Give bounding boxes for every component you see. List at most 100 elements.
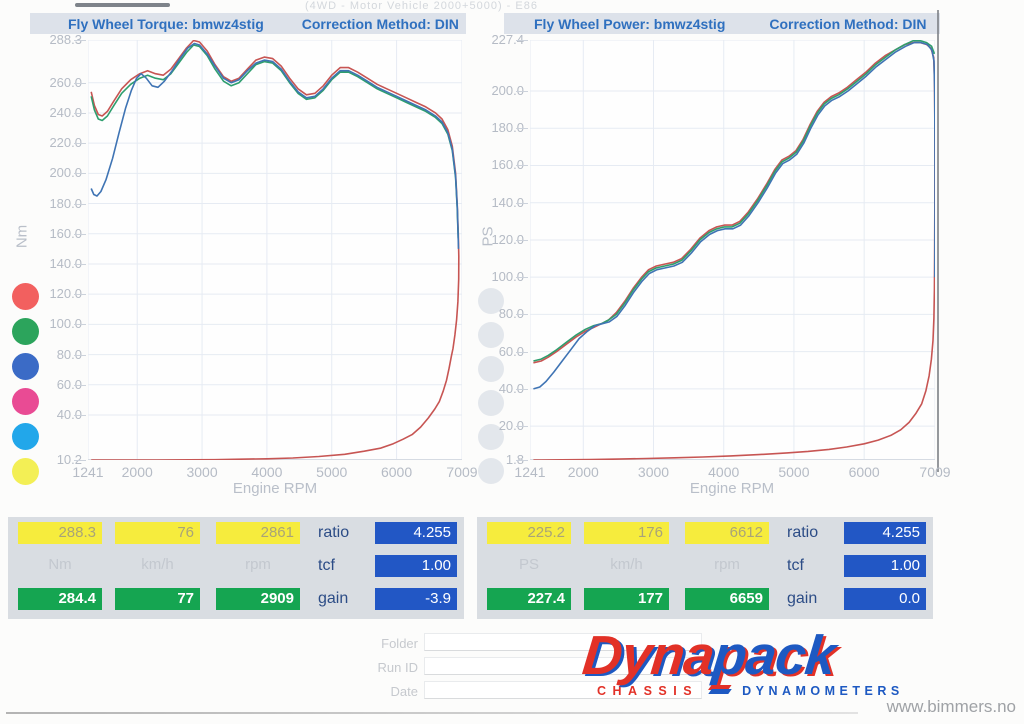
- rpm-unit-label: rpm: [245, 556, 271, 573]
- y-tick-mark: [74, 82, 86, 84]
- run-legend-dot: [12, 423, 39, 450]
- power-peak-speed-cell: 176: [584, 522, 669, 544]
- power-final-value-cell: 227.4: [487, 588, 571, 610]
- power-results-table: 225.2 176 6612 PS km/h rpm 227.4 177 665…: [477, 517, 933, 619]
- speed-unit-label: km/h: [141, 556, 174, 573]
- x-tick-label: 2000: [121, 464, 153, 480]
- folder-field: [424, 633, 702, 651]
- gain-value-cell: -3.9: [375, 588, 457, 610]
- gain-label: gain: [318, 590, 349, 607]
- y-tick-label: 1.8: [505, 452, 524, 467]
- dynapack-logo: Dynapack CHASSIS DYNAMOMETERS: [580, 624, 922, 698]
- tcf-value-cell: 1.00: [375, 555, 457, 577]
- ratio-label: ratio: [787, 524, 819, 541]
- torque-peak-rpm-cell: 2861: [216, 522, 300, 544]
- torque-peak-speed-cell: 76: [115, 522, 200, 544]
- y-tick-label: 160.0: [49, 225, 82, 241]
- torque-final-value-cell: 284.4: [18, 588, 102, 610]
- torque-run-red-with-return-sweep: [90, 39, 460, 461]
- run-legend-dot: [12, 318, 39, 345]
- y-tick-label: 100.0: [491, 269, 524, 285]
- y-tick-mark: [74, 354, 86, 356]
- power-unit-label: PS: [518, 556, 539, 573]
- y-tick-mark: [74, 263, 86, 265]
- ghost-legend-dot: [478, 390, 504, 416]
- y-tick-mark: [74, 173, 86, 175]
- x-tick-label: 5000: [778, 464, 810, 480]
- torque-chart-title: Fly Wheel Torque: bmwz4stig: [68, 15, 264, 32]
- power-run-red-with-return-sweep: [533, 41, 936, 461]
- speed-unit-label: km/h: [610, 556, 643, 573]
- run-id-field: [424, 657, 702, 675]
- power-run-blue: [533, 41, 936, 390]
- ghost-legend-dot: [478, 288, 504, 314]
- dynapack-wordmark: Dynapack: [580, 624, 922, 686]
- y-tick-mark: [74, 294, 86, 296]
- power-x-axis-label: Engine RPM: [689, 480, 775, 497]
- y-tick-label: 80.0: [56, 346, 82, 362]
- logo-slash-icon: [708, 688, 732, 694]
- scan-faint-header-text: (4WD - Motor Vehicle 2000+5000) - E86: [305, 0, 538, 12]
- power-chart-title: Fly Wheel Power: bmwz4stig: [534, 15, 726, 32]
- tcf-label: tcf: [318, 557, 335, 574]
- flywheel-power-svg: [529, 39, 936, 461]
- power-final-speed-cell: 177: [584, 588, 669, 610]
- logo-word-pack: pack: [710, 624, 839, 686]
- y-tick-mark: [516, 239, 528, 241]
- y-tick-label: 200.0: [491, 83, 524, 98]
- y-tick-label: 20.0: [498, 418, 524, 434]
- torque-final-speed-cell: 77: [115, 588, 200, 610]
- rpm-unit-label: rpm: [714, 556, 740, 573]
- ghost-legend-dot: [478, 458, 504, 484]
- ghost-legend-dot: [478, 322, 504, 348]
- torque-results-table: 288.3 76 2861 Nm km/h rpm 284.4 77 2909 …: [8, 517, 464, 619]
- y-tick-label: 10.2: [56, 452, 82, 467]
- scan-vertical-line: [937, 10, 939, 472]
- ghost-legend-dot: [478, 356, 504, 382]
- x-tick-label: 6000: [848, 464, 880, 480]
- y-tick-mark: [516, 277, 528, 279]
- run-legend-dot: [12, 458, 39, 485]
- torque-y-axis-unit: Nm: [13, 224, 31, 249]
- y-tick-mark: [516, 91, 528, 92]
- power-final-rpm-cell: 6659: [685, 588, 769, 610]
- run-legend-dot: [12, 353, 39, 380]
- logo-word-dyna: Dyna: [579, 624, 717, 686]
- x-tick-label: 7009: [919, 464, 951, 480]
- y-tick-mark: [74, 112, 86, 114]
- y-tick-mark: [516, 165, 528, 167]
- tagline-dynamometers: DYNAMOMETERS: [742, 684, 904, 698]
- y-tick-label: 120.0: [491, 231, 524, 247]
- y-tick-mark: [74, 203, 86, 205]
- torque-final-rpm-cell: 2909: [216, 588, 300, 610]
- tcf-value-cell: 1.00: [844, 555, 926, 577]
- y-tick-label: 160.0: [491, 157, 524, 173]
- torque-chart-header: Fly Wheel Torque: bmwz4stig Correction M…: [30, 13, 466, 34]
- power-peak-value-cell: 225.2: [487, 522, 571, 544]
- power-correction-method: Correction Method: DIN: [769, 15, 927, 32]
- flywheel-torque-svg: [87, 39, 463, 461]
- gain-value-cell: 0.0: [844, 588, 926, 610]
- y-tick-label: 60.0: [56, 376, 82, 392]
- bimmers-watermark: www.bimmers.no: [886, 697, 1016, 716]
- run-id-label: Run ID: [377, 660, 418, 675]
- ghost-run-legend: [478, 288, 504, 484]
- y-tick-label: 200.0: [49, 165, 82, 181]
- y-tick-label: 260.0: [49, 74, 82, 90]
- x-tick-label: 4000: [708, 464, 740, 480]
- y-tick-mark: [516, 202, 528, 204]
- y-tick-mark: [516, 40, 528, 41]
- torque-peak-value-cell: 288.3: [18, 522, 102, 544]
- torque-x-axis-label: Engine RPM: [232, 480, 318, 497]
- ratio-label: ratio: [318, 524, 350, 541]
- y-tick-label: 80.0: [498, 306, 524, 322]
- tagline-chassis: CHASSIS: [597, 684, 699, 698]
- run-legend-dot: [12, 283, 39, 310]
- y-tick-mark: [74, 460, 86, 461]
- y-tick-label: 220.0: [49, 135, 82, 151]
- y-tick-label: 140.0: [491, 194, 524, 210]
- run-color-legend: [12, 283, 39, 485]
- torque-correction-method: Correction Method: DIN: [301, 15, 459, 32]
- y-tick-label: 100.0: [49, 316, 82, 332]
- torque-plot-area: [87, 39, 463, 461]
